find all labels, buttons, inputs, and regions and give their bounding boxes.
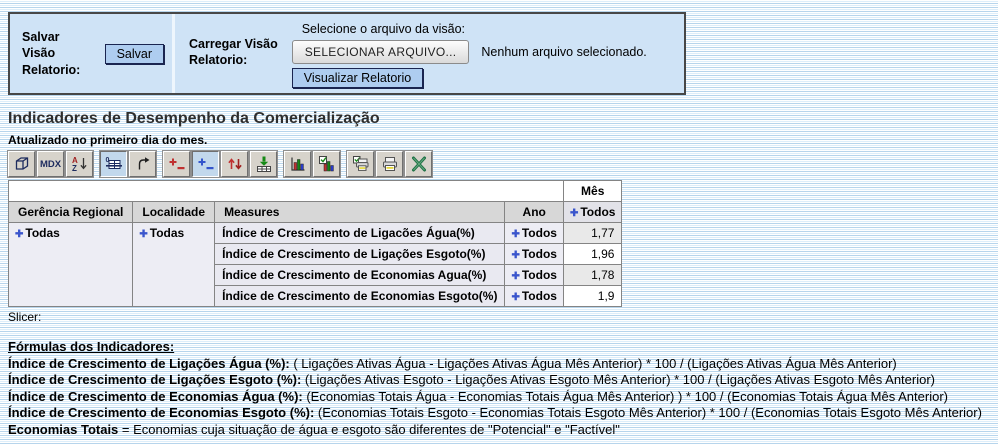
cube-button[interactable] [7, 150, 36, 178]
formula-line: Índice de Crescimento de Ligações Esgoto… [8, 372, 935, 387]
header-gerencia-regional: Gerência Regional [7, 201, 134, 223]
panel-divider [172, 14, 175, 93]
table-row: Índice de Crescimento de Ligações Esgoto… [9, 243, 623, 265]
ano-member-cell[interactable]: ✚ Todos [504, 243, 564, 265]
print-icon [381, 155, 399, 173]
save-section: Salvar Visão Relatorio: Salvar [10, 14, 172, 93]
formula-line: Economias Totais = Economias cuja situaç… [8, 421, 620, 437]
load-section: Carregar Visão Relatorio: Selecione o ar… [175, 14, 647, 93]
excel-icon [410, 155, 428, 173]
value-cell: 1,77 [562, 222, 623, 244]
toolbar-group-5 [346, 150, 434, 178]
mdx-icon: MDX [39, 158, 62, 170]
ano-member-cell[interactable]: ✚ Todos [504, 264, 564, 286]
report-view-panel: Salvar Visão Relatorio: Salvar Carregar … [8, 12, 686, 95]
print-config-button[interactable] [346, 150, 375, 178]
svg-text:Z: Z [72, 164, 77, 173]
load-view-label: Carregar Visão Relatorio: [189, 37, 278, 68]
save-button[interactable]: Salvar [104, 43, 164, 64]
formulas-title: Fórmulas dos Indicadores: [8, 339, 175, 354]
svg-text:0: 0 [105, 157, 109, 164]
table-row: ✚ Todas ✚ Todas Índice de Crescimento de L… [7, 222, 623, 307]
localidade-member-cell[interactable]: ✚ Todas [132, 222, 216, 307]
ano-member-cell[interactable]: ✚ Todos [504, 285, 564, 307]
header-localidade: Localidade [132, 201, 216, 223]
measure-cell: Índice de Crescimento de Ligações Esgoto… [214, 243, 506, 265]
drill-through-button[interactable] [249, 150, 278, 178]
measure-cell: Índice de Crescimento de Economias Esgot… [214, 285, 506, 307]
table-row: Índice de Crescimento de Economias Esgot… [9, 285, 623, 307]
file-status-text: Nenhum arquivo selecionado. [481, 45, 647, 59]
measure-cell: Índice de Crescimento de Ligacões Água(%… [214, 222, 506, 244]
file-hint-label: Selecione o arquivo da visão: [301, 22, 466, 36]
swap-axes-button[interactable] [128, 150, 157, 178]
expand-plus-icon[interactable]: ✚ [15, 229, 24, 240]
move-position-button[interactable] [220, 150, 249, 178]
print-config-icon [352, 155, 370, 173]
svg-text:A: A [72, 156, 78, 165]
expand-plus-icon[interactable]: ✚ [511, 292, 520, 303]
expand-member-button[interactable] [191, 150, 220, 178]
page-subtitle: Atualizado no primeiro dia do mes. [8, 133, 208, 147]
gerencia-member-cell[interactable]: ✚ Todas [7, 222, 134, 307]
excel-export-button[interactable] [404, 150, 433, 178]
table-row: Gerência Regional Localidade Measures An… [7, 201, 623, 223]
expand-position-icon [168, 155, 186, 173]
expand-position-button[interactable] [162, 150, 191, 178]
cube-icon [13, 155, 31, 173]
expand-member-icon [197, 155, 215, 173]
measure-cell: Índice de Crescimento de Economias Agua(… [214, 264, 506, 286]
corner-cell [8, 180, 564, 202]
show-parents-icon: 0 [105, 155, 123, 173]
value-cell: 1,96 [562, 243, 623, 265]
expand-plus-icon[interactable]: ✚ [139, 229, 148, 240]
chart-button[interactable] [283, 150, 312, 178]
header-ano: Ano [504, 201, 564, 223]
expand-plus-icon[interactable]: ✚ [511, 229, 520, 240]
select-file-button[interactable]: SELECIONAR ARQUIVO... [291, 40, 470, 64]
header-measures: Measures [214, 201, 506, 223]
chart-icon [289, 155, 307, 173]
chart-config-icon [318, 155, 336, 173]
col-dimension-header: Mês [562, 180, 623, 202]
print-button[interactable] [375, 150, 404, 178]
toolbar-group-4 [283, 150, 342, 178]
ano-member-cell[interactable]: ✚ Todos [504, 222, 564, 244]
expand-plus-icon[interactable]: ✚ [511, 250, 520, 261]
page-title: Indicadores de Desempenho da Comercializ… [8, 110, 380, 127]
mdx-button[interactable]: MDX [36, 150, 65, 178]
swap-axes-icon [134, 155, 152, 173]
drill-through-icon [255, 155, 273, 173]
formula-line: Índice de Crescimento de Economias Água … [8, 388, 948, 404]
pivot-table: Mês Gerência Regional Localidade Measure… [7, 180, 623, 307]
table-row: Mês [8, 180, 623, 202]
file-picker-area: Selecione o arquivo da visão: SELECIONAR… [291, 20, 647, 93]
chart-config-button[interactable] [312, 150, 341, 178]
value-cell: 1,9 [562, 285, 623, 307]
formula-line: Índice de Crescimento de Economias Esgot… [8, 405, 982, 420]
view-report-button[interactable]: Visualizar Relatorio [291, 68, 424, 88]
col-member-todos[interactable]: ✚ Todos [562, 201, 623, 223]
show-parents-button[interactable]: 0 [99, 150, 128, 178]
expand-plus-icon[interactable]: ✚ [569, 208, 579, 219]
slicer-label: Slicer: [8, 310, 42, 324]
formula-line: Índice de Crescimento de Ligações Água (… [8, 355, 897, 371]
toolbar-group-3 [162, 150, 279, 178]
value-cell: 1,78 [562, 264, 623, 286]
file-row: SELECIONAR ARQUIVO... Nenhum arquivo sel… [291, 40, 647, 64]
formulas-section: Fórmulas dos Indicadores: Índice de Cres… [8, 339, 998, 438]
save-view-label: Salvar Visão Relatorio: [22, 30, 81, 77]
up-down-arrows-icon [226, 155, 244, 173]
toolbar-group-2: 0 [99, 150, 158, 178]
expand-plus-icon[interactable]: ✚ [511, 271, 520, 282]
